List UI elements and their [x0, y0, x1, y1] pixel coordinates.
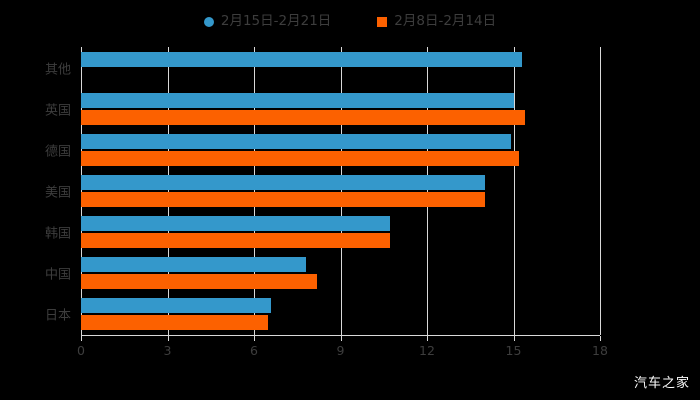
bar-韩国-series0[interactable] [81, 216, 390, 232]
watermark: 汽车之家 [633, 376, 690, 391]
x-tick-0 [81, 336, 82, 341]
legend-item-1[interactable]: 2月8日-2月14日 [377, 15, 496, 29]
y-axis-label-英国: 英国 [44, 103, 71, 119]
x-tick-18 [600, 336, 601, 341]
x-axis-label-6: 6 [250, 343, 258, 358]
gridline-3 [167, 47, 169, 335]
y-axis-label-中国: 中国 [44, 267, 71, 283]
bar-英国-series0[interactable] [81, 92, 514, 108]
x-axis-line [81, 335, 600, 336]
y-axis-label-德国: 德国 [44, 144, 71, 160]
x-tick-12 [427, 336, 428, 341]
y-axis-label-韩国: 韩国 [44, 226, 71, 242]
y-axis-labels: 其他英国德国美国韩国中国日本 [0, 47, 71, 335]
y-axis-label-美国: 美国 [44, 185, 71, 201]
bar-英国-series1[interactable] [81, 109, 526, 125]
x-axis-label-0: 0 [77, 343, 85, 358]
x-axis-label-12: 12 [419, 343, 435, 358]
legend-label: 2月8日-2月14日 [394, 13, 497, 30]
chart-legend: 2月15日-2月21日 2月8日-2月14日 [0, 10, 700, 34]
gridline-12 [427, 47, 428, 335]
plot-area [81, 47, 601, 335]
legend-item-0[interactable]: 2月15日-2月21日 [203, 13, 332, 30]
bar-德国-series0[interactable] [81, 133, 511, 149]
y-axis-label-日本: 日本 [44, 308, 71, 324]
bar-其他-series0[interactable] [81, 51, 523, 67]
legend-label: 2月15日-2月21日 [220, 13, 332, 30]
gridline-18 [600, 47, 601, 335]
bar-日本-series1[interactable] [81, 315, 269, 331]
gridline-0 [81, 47, 82, 335]
bar-德国-series1[interactable] [81, 150, 520, 166]
bar-中国-series1[interactable] [81, 274, 318, 290]
legend-circle-icon [203, 17, 214, 27]
legend-square-icon [377, 17, 388, 27]
x-axis-label-9: 9 [336, 343, 345, 358]
gridline-15 [513, 47, 515, 335]
x-axis-label-15: 15 [505, 343, 522, 358]
bar-美国-series1[interactable] [81, 192, 485, 207]
x-tick-6 [254, 336, 255, 341]
bar-日本-series0[interactable] [81, 298, 272, 314]
x-axis-label-3: 3 [163, 343, 172, 358]
y-axis-label-其他: 其他 [44, 62, 71, 78]
gridline-6 [254, 47, 255, 335]
bar-美国-series0[interactable] [81, 175, 485, 190]
bar-韩国-series1[interactable] [81, 233, 390, 249]
gridline-9 [340, 47, 342, 335]
x-tick-15 [513, 336, 515, 341]
bar-中国-series0[interactable] [81, 257, 306, 273]
x-tick-3 [167, 336, 169, 341]
x-tick-9 [340, 336, 342, 341]
x-axis-label-18: 18 [592, 343, 608, 358]
